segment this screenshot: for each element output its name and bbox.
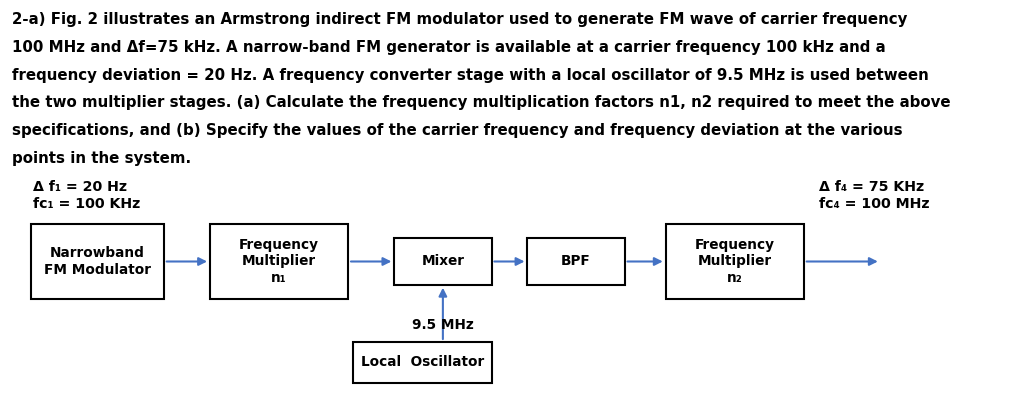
Text: frequency deviation = 20 Hz. A frequency converter stage with a local oscillator: frequency deviation = 20 Hz. A frequency… — [12, 68, 929, 83]
Text: the two multiplier stages. (a) Calculate the frequency multiplication factors n1: the two multiplier stages. (a) Calculate… — [12, 95, 951, 110]
FancyBboxPatch shape — [353, 342, 492, 383]
Text: Δ f₄ = 75 KHz: Δ f₄ = 75 KHz — [819, 180, 925, 194]
Text: points in the system.: points in the system. — [12, 151, 191, 166]
Text: specifications, and (b) Specify the values of the carrier frequency and frequenc: specifications, and (b) Specify the valu… — [12, 123, 903, 138]
FancyBboxPatch shape — [527, 238, 625, 285]
Text: BPF: BPF — [561, 254, 591, 269]
Text: Mixer: Mixer — [422, 254, 464, 269]
Text: 9.5 MHz: 9.5 MHz — [412, 318, 474, 332]
Text: Frequency
Multiplier
n₁: Frequency Multiplier n₁ — [239, 238, 319, 285]
Text: fc₄ = 100 MHz: fc₄ = 100 MHz — [819, 197, 930, 210]
Text: fc₁ = 100 KHz: fc₁ = 100 KHz — [33, 197, 140, 210]
Text: Frequency
Multiplier
n₂: Frequency Multiplier n₂ — [694, 238, 775, 285]
FancyBboxPatch shape — [394, 238, 492, 285]
Text: Narrowband
FM Modulator: Narrowband FM Modulator — [44, 246, 151, 277]
FancyBboxPatch shape — [210, 224, 348, 299]
Text: 2-a) Fig. 2 illustrates an Armstrong indirect FM modulator used to generate FM w: 2-a) Fig. 2 illustrates an Armstrong ind… — [12, 12, 907, 27]
FancyBboxPatch shape — [666, 224, 804, 299]
Text: Δ f₁ = 20 Hz: Δ f₁ = 20 Hz — [33, 180, 127, 194]
Text: 100 MHz and Δf=75 kHz. A narrow-band FM generator is available at a carrier freq: 100 MHz and Δf=75 kHz. A narrow-band FM … — [12, 40, 886, 55]
Text: Local  Oscillator: Local Oscillator — [360, 355, 484, 369]
FancyBboxPatch shape — [31, 224, 164, 299]
